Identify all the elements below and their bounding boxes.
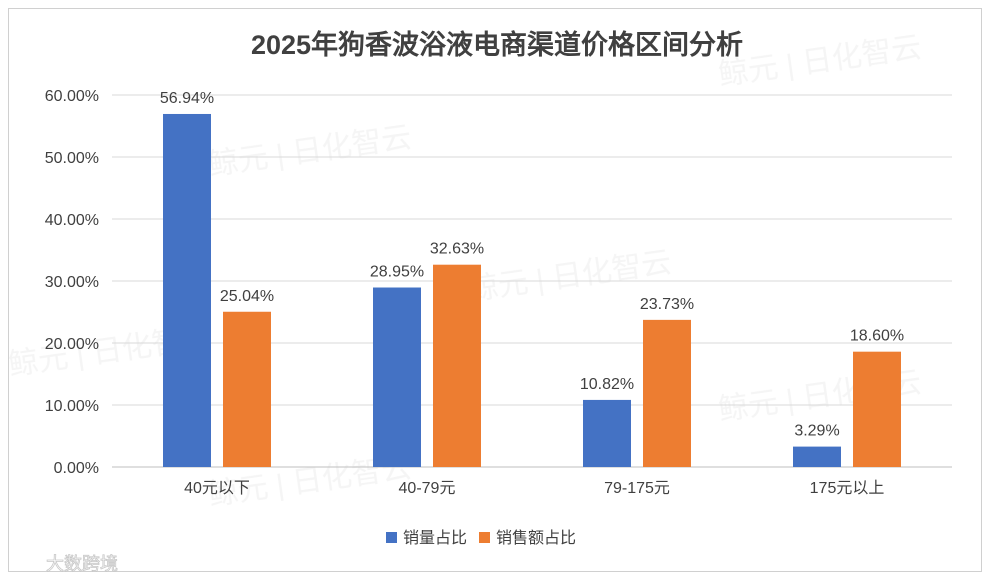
legend: 销量占比 销售额占比	[386, 529, 576, 547]
data-label: 32.63%	[430, 241, 484, 258]
bar-sales-amount	[853, 351, 901, 467]
y-tick-label: 30.00%	[45, 274, 99, 291]
bar-series	[163, 113, 901, 468]
legend-swatch	[479, 532, 490, 543]
y-tick-label: 60.00%	[45, 88, 99, 105]
bar-sales-volume	[793, 446, 841, 467]
bar-sales-volume	[163, 113, 211, 468]
bar-sales-amount	[643, 319, 691, 467]
data-label: 3.29%	[794, 423, 839, 440]
source-watermark: 大数跨境	[46, 554, 118, 574]
data-label: 28.95%	[370, 264, 424, 281]
legend-label: 销售额占比	[496, 529, 576, 547]
x-category-label: 175元以上	[810, 479, 885, 497]
y-tick-label: 20.00%	[45, 336, 99, 353]
y-tick-label: 40.00%	[45, 212, 99, 229]
y-axis-ticks: 0.00% 10.00% 20.00% 30.00% 40.00% 50.00% 60.00…	[45, 88, 99, 477]
data-label: 10.82%	[580, 376, 634, 393]
x-axis-categories: 40元以下 40-79元 79-175元 175元以上	[184, 479, 884, 497]
bar-sales-amount	[223, 311, 271, 467]
legend-label: 销量占比	[403, 529, 467, 547]
bar-sales-amount	[433, 264, 481, 467]
x-category-label: 40-79元	[399, 480, 456, 497]
data-label: 18.60%	[850, 328, 904, 345]
watermark-brand: 鲸元 | 日化智云	[206, 121, 413, 182]
data-labels: 56.94% 25.04% 28.95% 32.63% 10.82% 23.73% 3.29…	[160, 90, 904, 440]
y-tick-label: 50.00%	[45, 150, 99, 167]
x-category-label: 79-175元	[604, 480, 670, 497]
x-category-label: 40元以下	[184, 480, 250, 497]
y-tick-label: 10.00%	[45, 398, 99, 415]
chart-title: 2025年狗香波浴液电商渠道价格区间分析	[251, 29, 743, 60]
bar-sales-volume	[373, 287, 421, 467]
data-label: 25.04%	[220, 288, 274, 305]
legend-swatch	[386, 532, 397, 543]
bar-sales-volume	[583, 399, 631, 467]
data-label: 23.73%	[640, 296, 694, 313]
data-label: 56.94%	[160, 90, 214, 107]
watermark-brand: 鲸元 | 日化智云	[716, 31, 923, 92]
y-tick-label: 0.00%	[54, 460, 99, 477]
